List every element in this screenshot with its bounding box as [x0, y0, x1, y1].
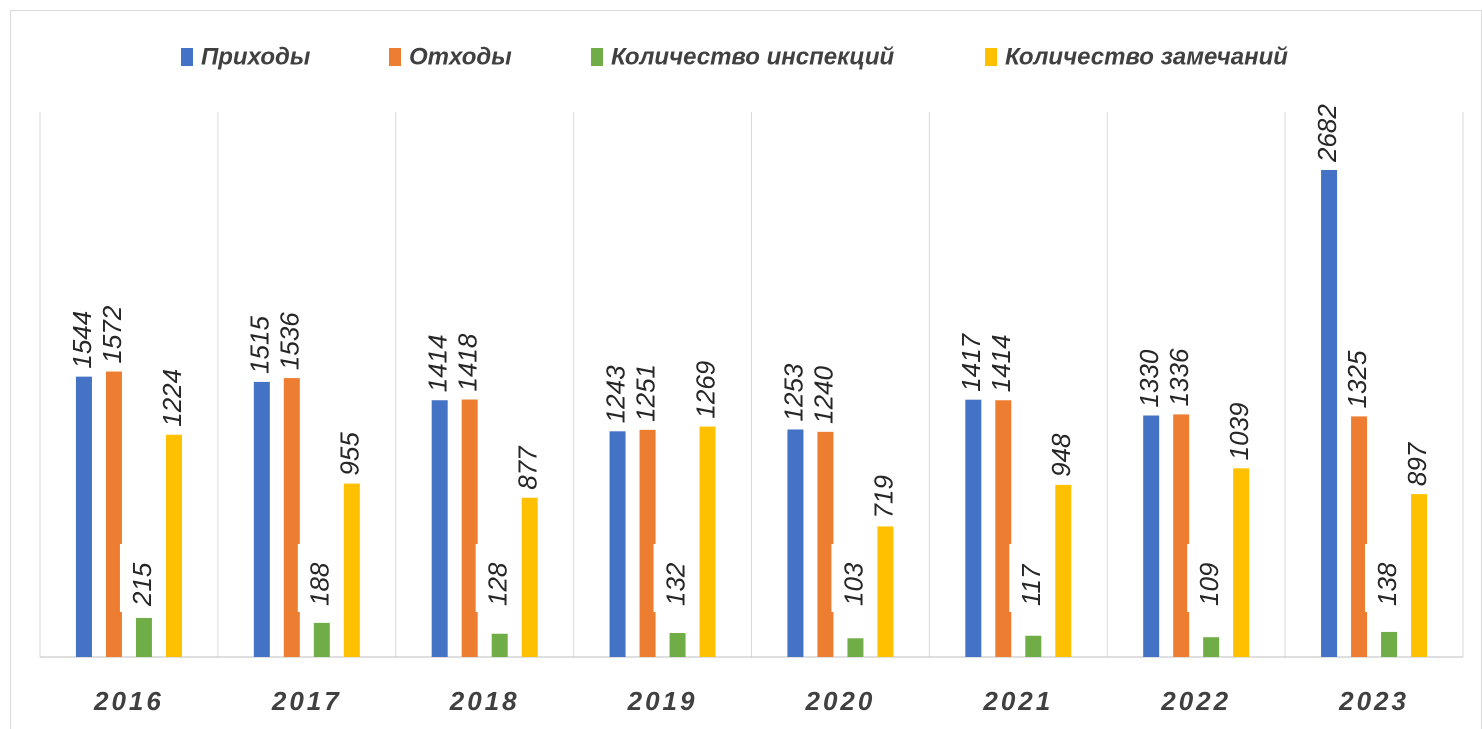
data-label-box [119, 544, 168, 612]
bar [995, 400, 1012, 657]
data-label: 1240 [808, 365, 838, 423]
bar [1143, 415, 1160, 657]
bar [1233, 468, 1250, 657]
data-label: 1414 [423, 334, 453, 392]
bar [965, 399, 982, 657]
data-label: 1243 [600, 365, 630, 423]
data-label-box [475, 544, 524, 612]
bar [877, 526, 894, 657]
data-label: 1414 [986, 334, 1016, 392]
data-label: 132 [660, 562, 690, 606]
legend-label: Приходы [201, 43, 311, 70]
bar [135, 617, 152, 657]
bar [1055, 484, 1072, 657]
data-label: 1515 [245, 316, 275, 374]
legend-swatch [591, 48, 603, 66]
data-label-box [1187, 544, 1236, 612]
data-label: 1544 [67, 311, 97, 369]
data-label: 877 [513, 445, 543, 490]
data-label-box [831, 544, 880, 612]
bar [491, 633, 508, 657]
data-label: 109 [1194, 563, 1224, 606]
bar [431, 400, 448, 657]
bar [609, 431, 626, 657]
data-label-box [297, 544, 346, 612]
data-label-box [653, 544, 702, 612]
bar [1411, 494, 1428, 657]
data-label: 955 [335, 432, 365, 476]
x-tick-label: 2020 [805, 686, 876, 716]
data-label: 1417 [956, 332, 986, 391]
legend-label: Отходы [409, 43, 512, 70]
legend-swatch [389, 48, 401, 66]
bar [1173, 414, 1190, 657]
bar [343, 483, 360, 657]
data-label: 117 [1016, 563, 1046, 606]
data-label: 719 [868, 475, 898, 518]
bar [1381, 631, 1398, 657]
bar [105, 371, 122, 657]
data-label: 188 [305, 562, 335, 606]
data-label: 1269 [690, 361, 720, 419]
bar [461, 399, 478, 657]
chart-frame [10, 10, 1482, 729]
data-label: 1224 [157, 369, 187, 427]
bar [521, 497, 538, 657]
legend-swatch [181, 48, 193, 66]
data-label-box [1365, 544, 1414, 612]
bar [847, 638, 864, 657]
legend-label: Количество инспекций [611, 43, 894, 70]
bar [1321, 170, 1338, 657]
bar [165, 434, 182, 657]
bar [639, 429, 656, 657]
legend-swatch [985, 48, 997, 66]
bar [75, 376, 92, 657]
data-label: 1325 [1342, 350, 1372, 408]
x-tick-label: 2017 [271, 686, 342, 716]
data-label: 215 [127, 562, 157, 607]
bar [699, 426, 716, 657]
x-tick-label: 2021 [982, 686, 1053, 716]
data-label: 103 [838, 562, 868, 606]
data-label: 897 [1402, 441, 1432, 486]
bar [669, 633, 686, 657]
x-tick-label: 2018 [449, 686, 520, 716]
bar [1351, 416, 1368, 657]
data-label: 1572 [97, 305, 127, 363]
bar [253, 381, 270, 657]
data-label: 138 [1372, 562, 1402, 606]
data-label: 1039 [1224, 402, 1254, 460]
data-label: 1336 [1164, 348, 1194, 406]
data-label: 1253 [778, 363, 808, 421]
bar [283, 378, 300, 657]
x-tick-label: 2023 [1338, 686, 1409, 716]
legend-label: Количество замечаний [1005, 43, 1288, 70]
data-label: 1536 [275, 312, 305, 370]
x-tick-label: 2022 [1160, 686, 1231, 716]
bar [1203, 637, 1220, 657]
bar [1025, 635, 1042, 657]
x-tick-label: 2016 [93, 686, 164, 716]
data-label: 1330 [1134, 349, 1164, 407]
data-label-box [1009, 544, 1058, 612]
x-tick-label: 2019 [627, 686, 698, 716]
data-label: 948 [1046, 433, 1076, 477]
data-label: 1251 [630, 364, 660, 422]
bar [787, 429, 804, 657]
data-label: 128 [483, 562, 513, 606]
data-label: 2682 [1312, 104, 1342, 163]
bar [313, 622, 330, 657]
bar [817, 431, 834, 657]
data-label: 1418 [453, 333, 483, 391]
